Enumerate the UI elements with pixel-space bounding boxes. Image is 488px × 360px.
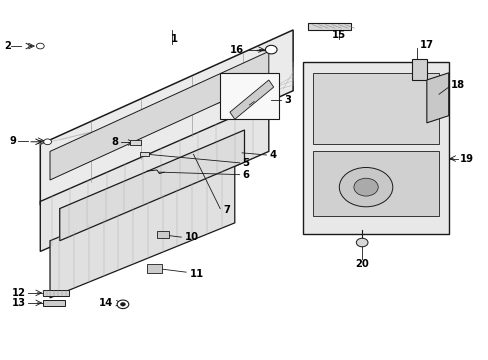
Polygon shape xyxy=(229,80,273,119)
Text: 11: 11 xyxy=(189,269,203,279)
Polygon shape xyxy=(426,73,448,123)
Circle shape xyxy=(117,300,128,309)
Polygon shape xyxy=(312,152,438,216)
Bar xyxy=(42,300,64,306)
Polygon shape xyxy=(40,30,292,205)
Bar xyxy=(157,231,169,238)
Text: 20: 20 xyxy=(355,259,368,269)
Bar xyxy=(130,140,141,145)
Text: 16: 16 xyxy=(229,45,243,55)
Text: 1: 1 xyxy=(170,34,177,44)
Polygon shape xyxy=(60,130,244,241)
Text: 15: 15 xyxy=(331,30,346,40)
Circle shape xyxy=(36,43,44,49)
Text: 19: 19 xyxy=(458,154,472,163)
Polygon shape xyxy=(50,51,268,180)
Polygon shape xyxy=(302,62,448,234)
Polygon shape xyxy=(40,102,268,251)
Text: 12: 12 xyxy=(12,288,26,298)
Text: 3: 3 xyxy=(284,95,291,105)
Text: 10: 10 xyxy=(184,232,198,242)
Bar xyxy=(42,290,69,296)
Circle shape xyxy=(120,302,125,306)
Circle shape xyxy=(353,178,377,196)
Polygon shape xyxy=(50,166,234,298)
Text: 14: 14 xyxy=(99,297,113,307)
Circle shape xyxy=(43,139,51,145)
Text: 9: 9 xyxy=(9,136,16,146)
Bar xyxy=(140,152,148,157)
Text: 8: 8 xyxy=(111,138,118,148)
Circle shape xyxy=(339,167,392,207)
Polygon shape xyxy=(411,59,426,80)
Text: 18: 18 xyxy=(450,80,464,90)
Bar xyxy=(147,264,162,273)
Text: 6: 6 xyxy=(242,170,249,180)
Polygon shape xyxy=(307,23,351,30)
Circle shape xyxy=(265,45,277,54)
Bar xyxy=(220,73,278,119)
Text: 13: 13 xyxy=(12,298,26,308)
Text: 4: 4 xyxy=(269,150,276,160)
Text: 2: 2 xyxy=(4,41,11,51)
Polygon shape xyxy=(312,73,438,144)
Text: 7: 7 xyxy=(223,205,229,215)
Text: 17: 17 xyxy=(419,40,433,50)
Text: 5: 5 xyxy=(242,158,249,168)
Circle shape xyxy=(356,238,367,247)
